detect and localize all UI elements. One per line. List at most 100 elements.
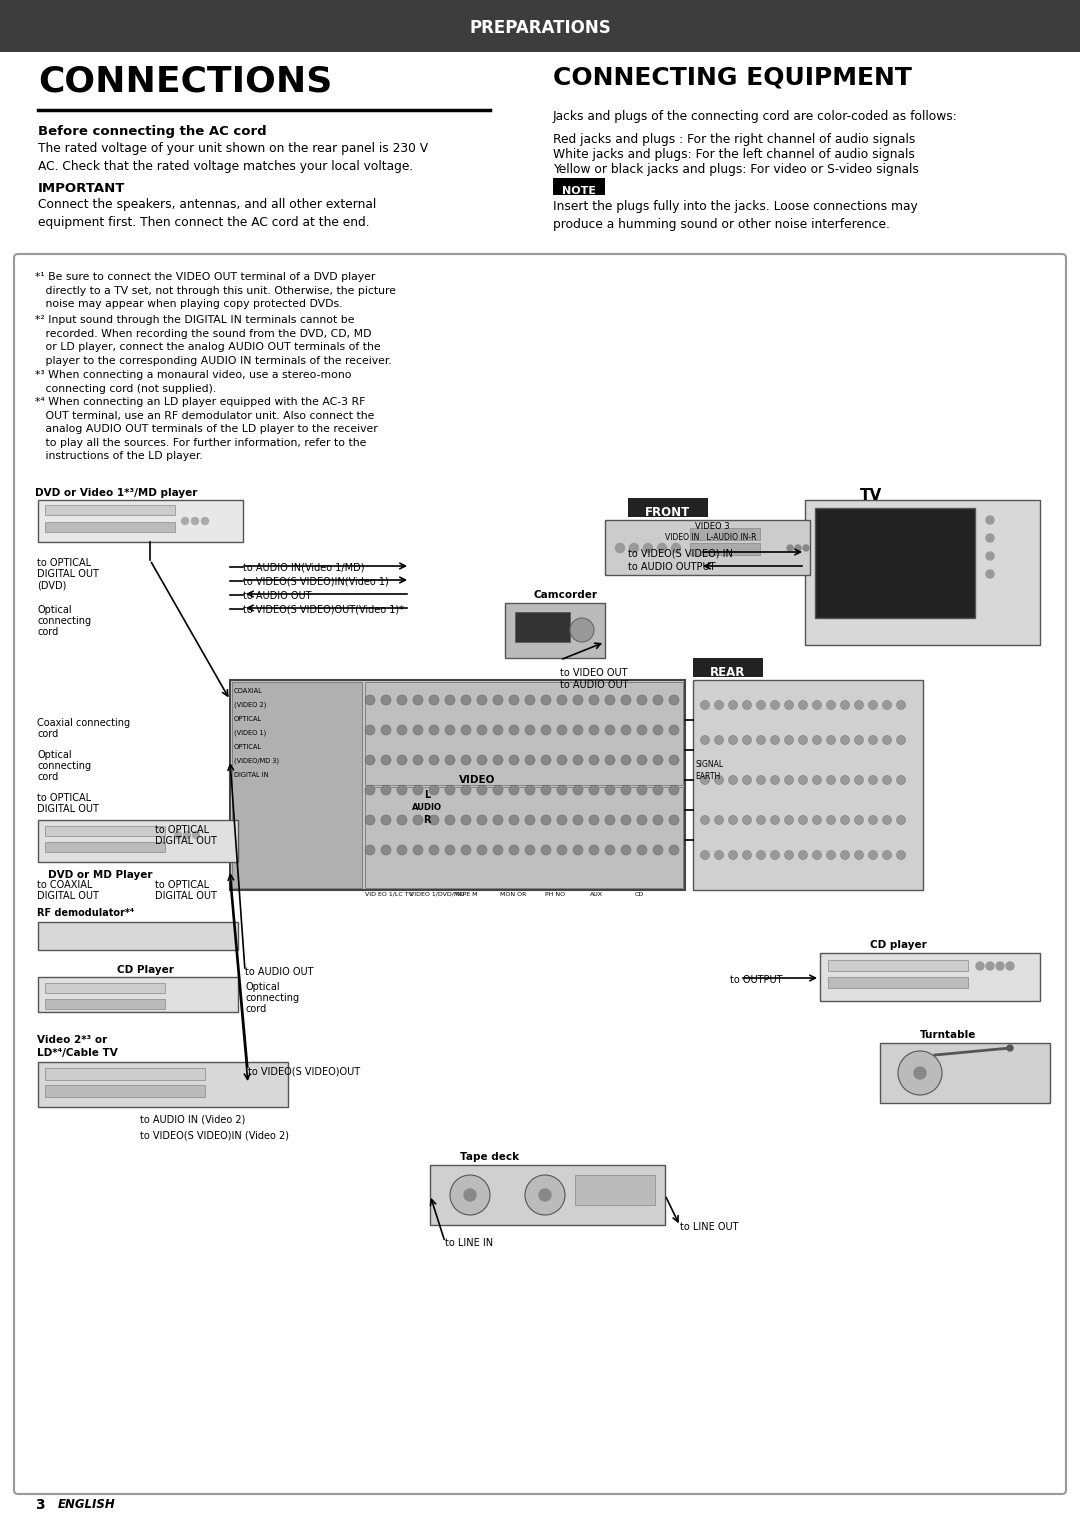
Circle shape bbox=[653, 724, 663, 735]
Circle shape bbox=[653, 814, 663, 825]
Text: Coaxial connecting: Coaxial connecting bbox=[37, 718, 130, 727]
Circle shape bbox=[986, 533, 994, 542]
Text: DVD or MD Player: DVD or MD Player bbox=[48, 869, 152, 880]
Circle shape bbox=[381, 785, 391, 795]
Circle shape bbox=[589, 724, 599, 735]
Circle shape bbox=[557, 845, 567, 856]
Bar bbox=[828, 976, 968, 989]
Circle shape bbox=[381, 814, 391, 825]
Text: SIGNAL
EARTH: SIGNAL EARTH bbox=[696, 759, 724, 781]
Text: REAR: REAR bbox=[711, 666, 745, 678]
Text: to AUDIO OUT: to AUDIO OUT bbox=[245, 967, 313, 976]
Text: DIGITAL OUT: DIGITAL OUT bbox=[37, 891, 99, 902]
Circle shape bbox=[541, 724, 551, 735]
Circle shape bbox=[882, 776, 891, 784]
Text: CD player: CD player bbox=[870, 940, 927, 950]
Text: to VIDEO(S VIDEO)OUT: to VIDEO(S VIDEO)OUT bbox=[248, 1067, 360, 1077]
Text: DIGITAL OUT: DIGITAL OUT bbox=[37, 804, 99, 814]
Circle shape bbox=[826, 776, 836, 784]
Circle shape bbox=[381, 724, 391, 735]
Circle shape bbox=[637, 724, 647, 735]
Circle shape bbox=[589, 845, 599, 856]
Circle shape bbox=[653, 695, 663, 704]
Text: DIGITAL IN: DIGITAL IN bbox=[234, 772, 269, 778]
Circle shape bbox=[1005, 963, 1014, 970]
Circle shape bbox=[570, 617, 594, 642]
Text: ENGLISH: ENGLISH bbox=[58, 1497, 116, 1511]
Circle shape bbox=[413, 814, 423, 825]
Circle shape bbox=[461, 695, 471, 704]
Circle shape bbox=[605, 845, 615, 856]
Text: *³ When connecting a monaural video, use a stereo-mono
   connecting cord (not s: *³ When connecting a monaural video, use… bbox=[35, 370, 351, 394]
Text: to OPTICAL: to OPTICAL bbox=[37, 558, 91, 568]
Text: *¹ Be sure to connect the VIDEO OUT terminal of a DVD player
   directly to a TV: *¹ Be sure to connect the VIDEO OUT term… bbox=[35, 272, 396, 309]
Circle shape bbox=[882, 700, 891, 709]
Bar bbox=[232, 681, 362, 888]
Circle shape bbox=[658, 544, 666, 553]
Circle shape bbox=[798, 776, 808, 784]
Text: Camcorder: Camcorder bbox=[534, 590, 597, 601]
Text: to VIDEO(S VIDEO)IN (Video 2): to VIDEO(S VIDEO)IN (Video 2) bbox=[140, 1131, 289, 1140]
Circle shape bbox=[461, 724, 471, 735]
Bar bbox=[45, 842, 165, 853]
Text: FRONT: FRONT bbox=[646, 506, 690, 520]
Text: Optical: Optical bbox=[245, 983, 280, 992]
Circle shape bbox=[798, 816, 808, 825]
Circle shape bbox=[840, 776, 850, 784]
Text: to AUDIO OUT: to AUDIO OUT bbox=[561, 680, 629, 691]
Circle shape bbox=[573, 785, 583, 795]
Circle shape bbox=[996, 963, 1004, 970]
Circle shape bbox=[701, 700, 710, 709]
Text: CONNECTIONS: CONNECTIONS bbox=[38, 66, 333, 99]
Text: connecting: connecting bbox=[37, 616, 91, 626]
Circle shape bbox=[181, 518, 189, 524]
Circle shape bbox=[365, 814, 375, 825]
Circle shape bbox=[397, 845, 407, 856]
Text: PREPARATIONS: PREPARATIONS bbox=[469, 18, 611, 37]
Text: to LINE OUT: to LINE OUT bbox=[680, 1222, 739, 1232]
Circle shape bbox=[557, 755, 567, 766]
Bar bbox=[45, 504, 175, 515]
Circle shape bbox=[868, 816, 877, 825]
Circle shape bbox=[701, 776, 710, 784]
Circle shape bbox=[477, 785, 487, 795]
Circle shape bbox=[1007, 1045, 1013, 1051]
Circle shape bbox=[882, 735, 891, 744]
Circle shape bbox=[573, 814, 583, 825]
Circle shape bbox=[525, 755, 535, 766]
Text: Optical: Optical bbox=[37, 605, 71, 614]
Circle shape bbox=[896, 816, 905, 825]
Circle shape bbox=[605, 724, 615, 735]
Circle shape bbox=[756, 851, 766, 859]
Circle shape bbox=[450, 1175, 490, 1215]
Circle shape bbox=[669, 814, 679, 825]
Circle shape bbox=[756, 735, 766, 744]
Bar bbox=[693, 659, 762, 677]
Text: VIDEO 1/DVD/MD: VIDEO 1/DVD/MD bbox=[410, 892, 464, 897]
Text: NOTE: NOTE bbox=[562, 186, 596, 196]
Circle shape bbox=[461, 755, 471, 766]
Circle shape bbox=[509, 845, 519, 856]
Circle shape bbox=[896, 776, 905, 784]
Text: DVD or Video 1*³/MD player: DVD or Video 1*³/MD player bbox=[35, 487, 198, 498]
Circle shape bbox=[492, 695, 503, 704]
Text: to VIDEO(S VIDEO) IN: to VIDEO(S VIDEO) IN bbox=[627, 549, 733, 558]
Circle shape bbox=[868, 700, 877, 709]
Circle shape bbox=[525, 695, 535, 704]
Circle shape bbox=[812, 700, 822, 709]
Circle shape bbox=[445, 845, 455, 856]
Circle shape bbox=[897, 1051, 942, 1096]
Circle shape bbox=[525, 785, 535, 795]
Circle shape bbox=[445, 785, 455, 795]
Circle shape bbox=[896, 700, 905, 709]
Circle shape bbox=[445, 755, 455, 766]
Circle shape bbox=[539, 1189, 551, 1201]
Text: Before connecting the AC cord: Before connecting the AC cord bbox=[38, 125, 267, 138]
Circle shape bbox=[175, 831, 181, 839]
Circle shape bbox=[589, 755, 599, 766]
Text: to OPTICAL: to OPTICAL bbox=[156, 880, 210, 889]
Circle shape bbox=[868, 851, 877, 859]
Circle shape bbox=[672, 544, 680, 553]
Circle shape bbox=[525, 724, 535, 735]
Circle shape bbox=[812, 816, 822, 825]
